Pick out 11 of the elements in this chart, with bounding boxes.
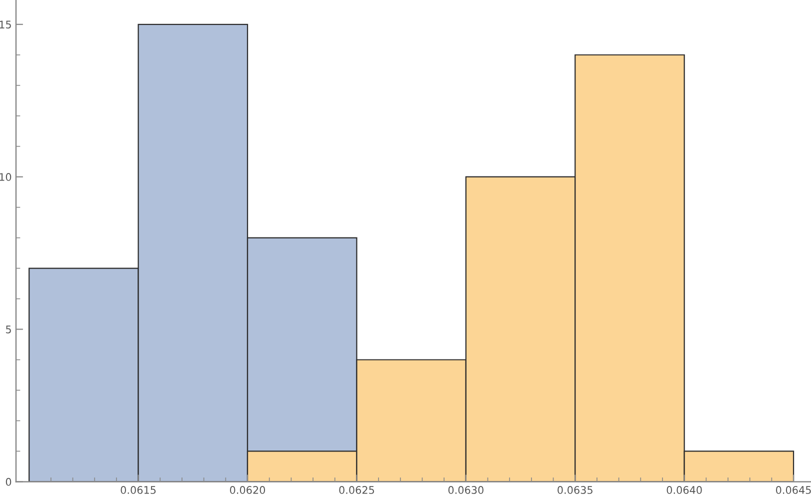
y-tick-label: 0: [6, 478, 12, 486]
x-tick-label: 0.0640: [666, 486, 702, 494]
x-tick-label: 0.0645: [776, 486, 811, 494]
y-tick-label: 15: [0, 20, 11, 28]
x-tick-label: 0.0635: [558, 486, 592, 494]
x-tick-label: 0.0620: [230, 486, 266, 494]
y-tick-label: 10: [0, 173, 12, 181]
x-tick-label: 0.0630: [448, 486, 484, 494]
x-tick-label: 0.0615: [120, 486, 156, 494]
y-tick-label: 5: [6, 326, 11, 334]
x-tick-label: 0.0625: [339, 486, 374, 494]
